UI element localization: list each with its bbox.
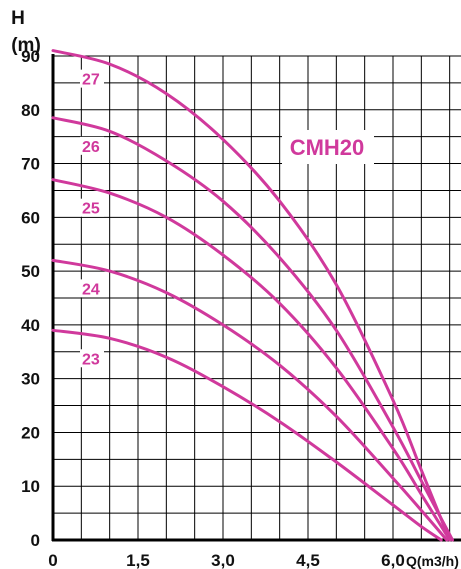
- x-tick-label: 1,5: [126, 551, 150, 569]
- y-tick-label: 60: [21, 208, 40, 227]
- series-line-25: [51, 178, 452, 542]
- y-axis-label-line2: (m): [11, 35, 41, 56]
- x-axis-label: Q(m3/h): [406, 553, 459, 569]
- series-line-24: [51, 258, 449, 542]
- y-tick-label: 30: [21, 370, 40, 389]
- labels: H (m) Q(m3/h) CMH20: [11, 8, 459, 569]
- y-tick-label: 70: [21, 155, 40, 174]
- series-label-background: [80, 136, 104, 155]
- y-tick-label: 0: [31, 531, 40, 550]
- grid: [52, 55, 461, 541]
- chart-title-background: [282, 130, 374, 164]
- series-label-26: 26: [82, 139, 100, 156]
- x-tick-label: 4,5: [296, 551, 320, 569]
- series-label-23: 23: [82, 351, 100, 368]
- series-label-27: 27: [82, 72, 100, 89]
- series-lines: 27 26 25 24 23: [51, 49, 454, 542]
- series-label-background: [80, 279, 104, 298]
- chart-title: CMH20: [290, 135, 365, 160]
- y-tick-label: 90: [21, 47, 40, 66]
- series-label-background: [80, 69, 104, 88]
- x-tick-label: 0: [48, 551, 57, 569]
- axes: 0 10 20 30 40 50 60 70 80 90 0 1,5 3,0 4,5 6,0: [21, 47, 461, 569]
- y-tick-label: 10: [21, 477, 40, 496]
- series-line-27: [51, 49, 452, 542]
- x-tick-label: 3,0: [211, 551, 235, 569]
- y-tick-label: 40: [21, 316, 40, 335]
- series-label-background: [80, 349, 104, 368]
- y-tick-label: 80: [21, 101, 40, 120]
- series-label-25: 25: [82, 201, 100, 218]
- y-tick-label: 20: [21, 423, 40, 442]
- series-line-26: [51, 116, 454, 542]
- series-label-24: 24: [82, 281, 100, 298]
- series-line-23: [51, 328, 443, 542]
- series-label-background: [80, 198, 104, 217]
- y-tick-label: 50: [21, 262, 40, 281]
- y-axis-label-line1: H: [11, 8, 25, 29]
- x-tick-label: 6,0: [381, 551, 405, 569]
